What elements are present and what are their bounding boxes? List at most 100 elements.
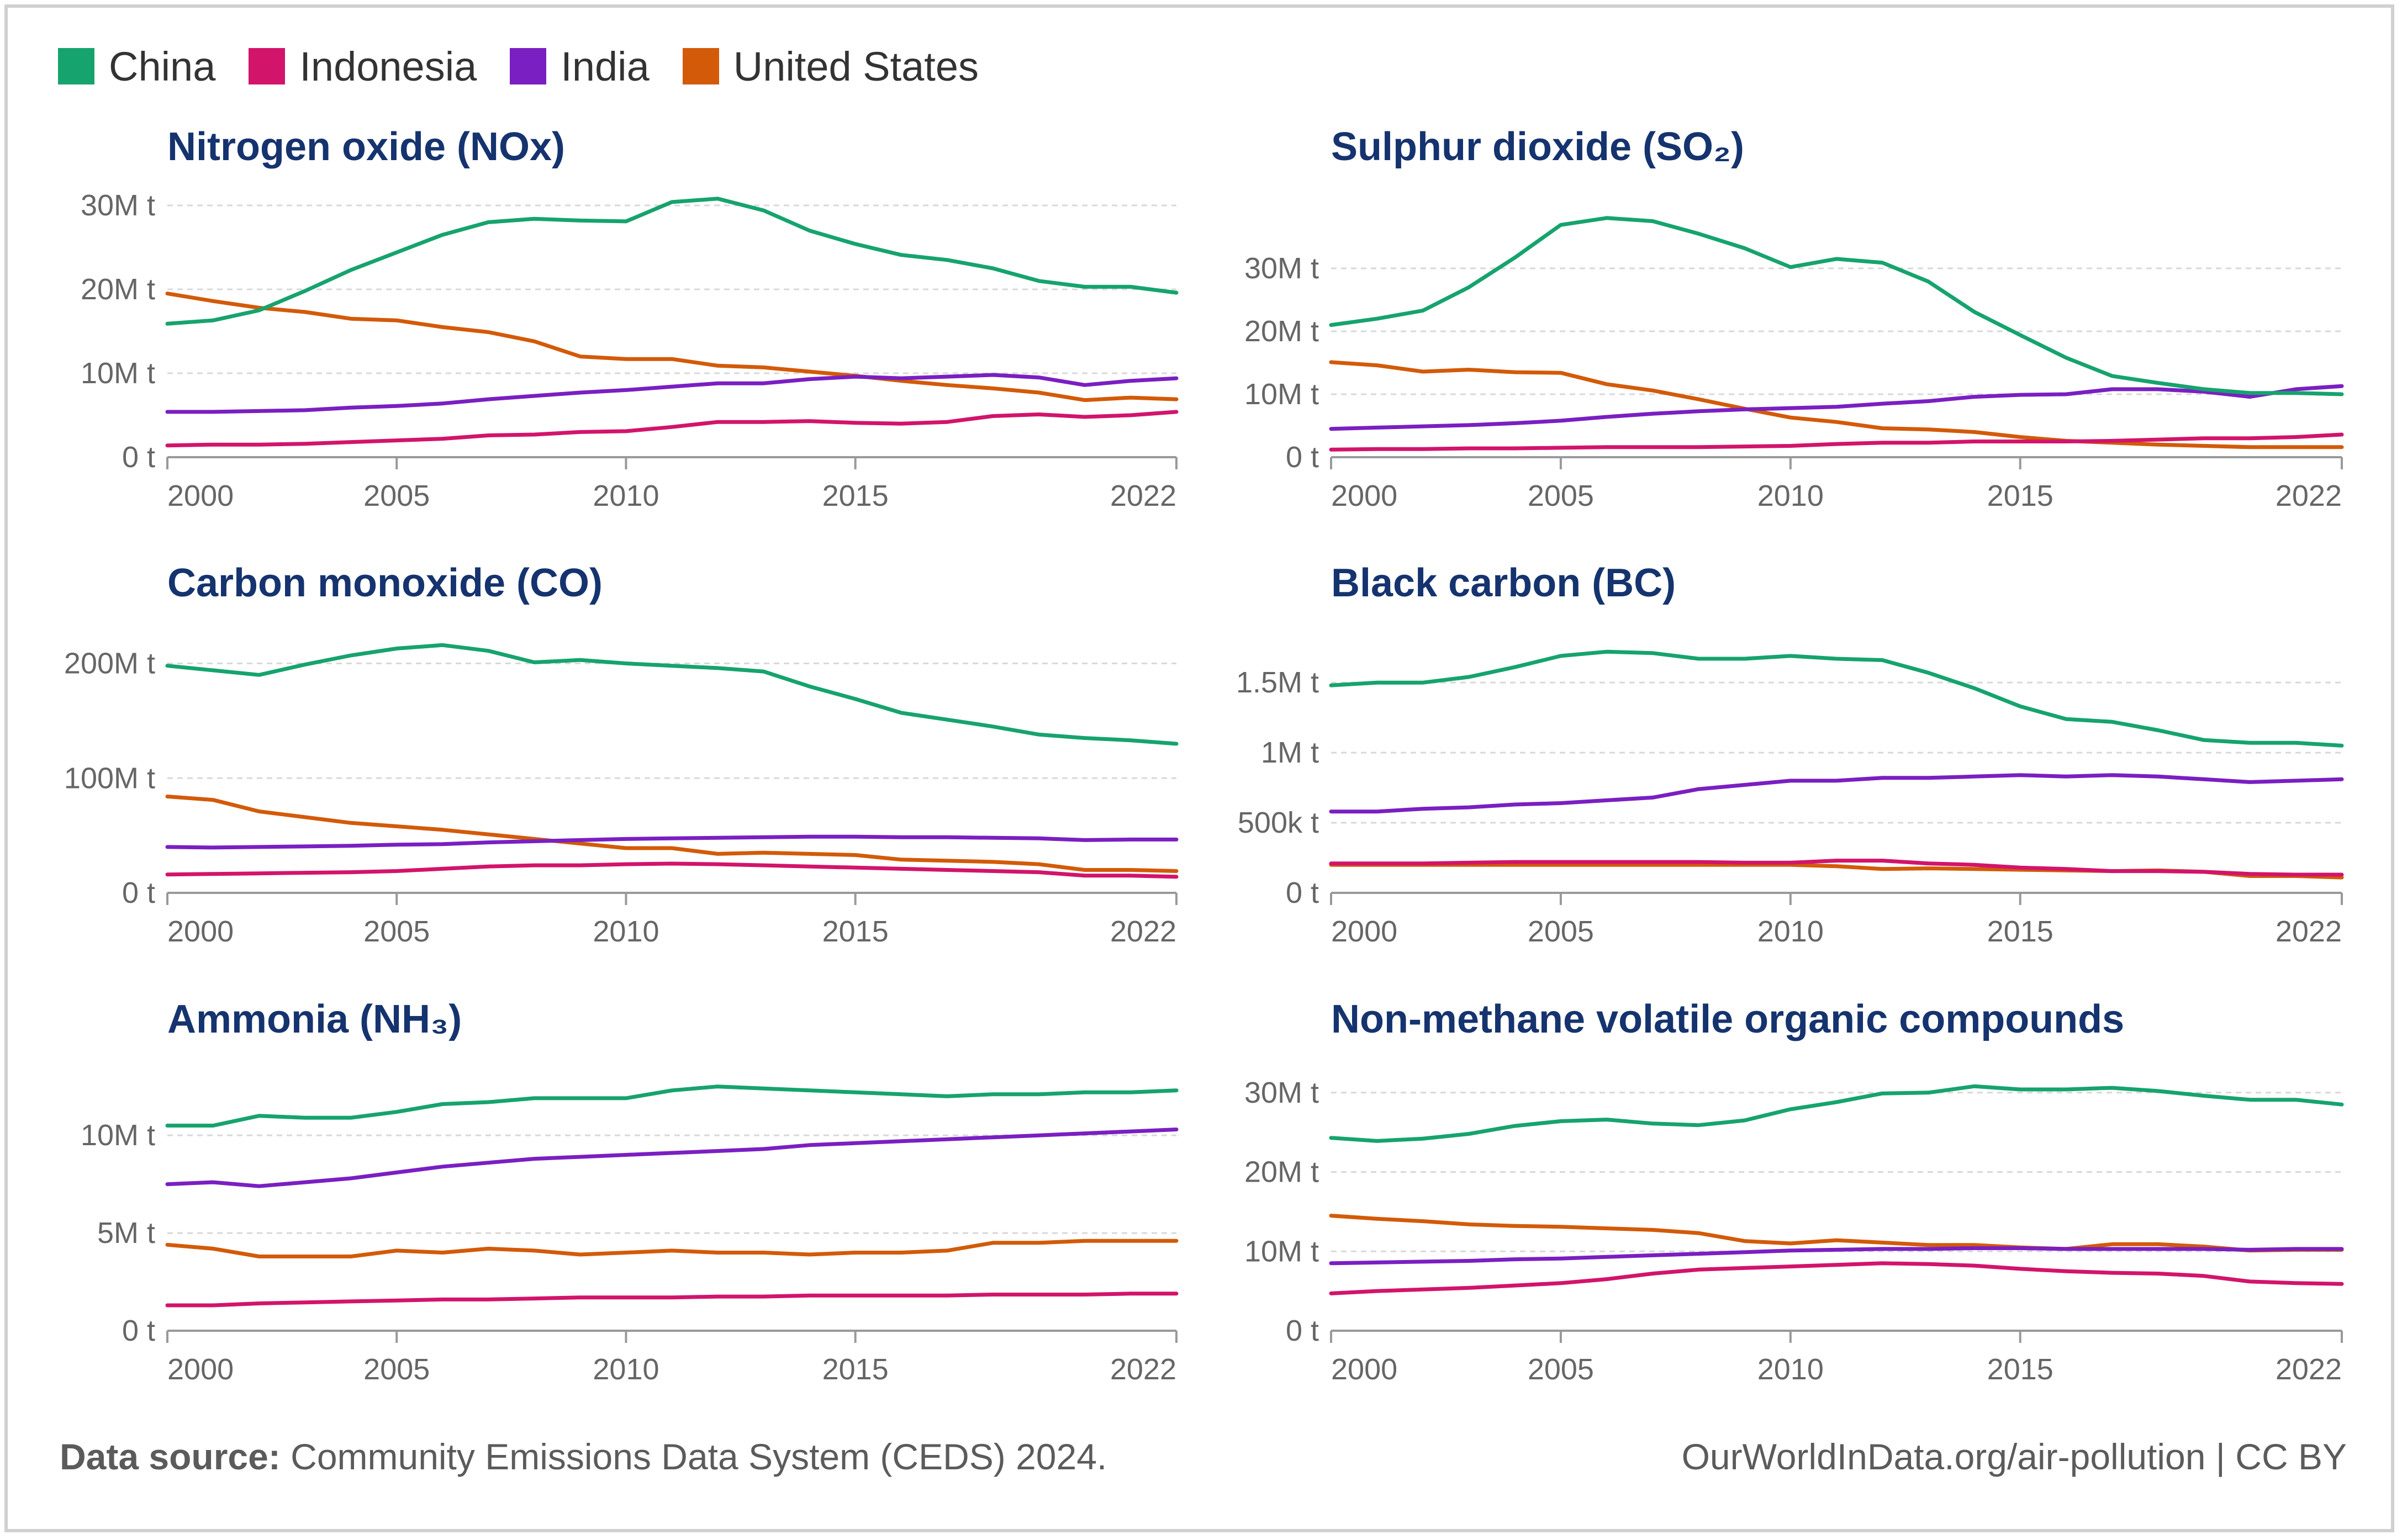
y-tick-label: 10M t xyxy=(81,1119,155,1152)
x-tick-label: 2005 xyxy=(1528,479,1594,512)
series-line-indonesia[interactable] xyxy=(1329,859,2344,877)
x-tick-label: 2005 xyxy=(1528,915,1594,948)
legend-label: India xyxy=(561,43,650,89)
x-tick-label: 2005 xyxy=(363,1353,430,1386)
series-line-indonesia[interactable] xyxy=(165,861,1179,879)
chart-frame xyxy=(4,4,2394,1532)
legend-item-indonesia[interactable]: Indonesia xyxy=(249,43,477,90)
series-line-united-states[interactable] xyxy=(165,1239,1179,1258)
x-tick-label: 2000 xyxy=(1331,1353,1397,1386)
x-tick-label: 2000 xyxy=(167,915,234,948)
data-source: Data source: Community Emissions Data Sy… xyxy=(60,1436,1107,1478)
series-line-china[interactable] xyxy=(165,197,1179,326)
legend-swatch-indonesia xyxy=(249,48,286,84)
legend-label: China xyxy=(109,43,216,89)
series-line-china[interactable] xyxy=(1329,649,2344,748)
x-tick-label: 2022 xyxy=(2276,479,2342,512)
x-tick-label: 2010 xyxy=(1757,915,1824,948)
y-tick-label: 20M t xyxy=(1244,315,1319,348)
panel-title: Black carbon (BC) xyxy=(1331,561,1676,605)
y-tick-label: 0 t xyxy=(122,1314,155,1347)
legend-swatch-china xyxy=(58,48,94,84)
x-tick-label: 2000 xyxy=(1331,479,1397,512)
x-tick-label: 2005 xyxy=(363,479,430,512)
y-tick-label: 20M t xyxy=(81,273,155,306)
x-tick-label: 2022 xyxy=(1110,479,1176,512)
series-line-indonesia[interactable] xyxy=(165,410,1179,448)
y-tick-label: 30M t xyxy=(81,189,155,222)
credit-link[interactable]: OurWorldInData.org/air-pollution | CC BY xyxy=(1681,1436,2347,1477)
y-tick-label: 0 t xyxy=(1286,441,1319,474)
x-tick-label: 2005 xyxy=(1528,1353,1594,1386)
legend-label: United States xyxy=(733,43,979,89)
series-line-india[interactable] xyxy=(1329,1246,2344,1266)
y-tick-label: 0 t xyxy=(1286,876,1319,909)
series-line-united-states[interactable] xyxy=(1329,1214,2344,1253)
x-tick-label: 2010 xyxy=(1757,479,1824,512)
data-source-label: Data source: xyxy=(60,1436,281,1477)
y-tick-label: 0 t xyxy=(122,441,155,474)
series-line-india[interactable] xyxy=(165,1128,1179,1188)
panel-carbon-monoxide-co[interactable]: Carbon monoxide (CO) 0 t 100M t 200M t 2000 2… xyxy=(64,561,1179,948)
x-tick-label: 2022 xyxy=(2276,1353,2342,1386)
series-line-united-states[interactable] xyxy=(165,795,1179,873)
x-tick-label: 2015 xyxy=(822,479,889,512)
series-line-china[interactable] xyxy=(1329,1084,2344,1143)
series-line-india[interactable] xyxy=(1329,773,2344,814)
x-tick-label: 2000 xyxy=(167,479,234,512)
y-tick-label: 5M t xyxy=(97,1216,155,1250)
legend-item-united-states[interactable]: United States xyxy=(682,43,979,90)
y-tick-label: 30M t xyxy=(1244,252,1319,285)
y-tick-label: 200M t xyxy=(64,647,155,680)
series-line-united-states[interactable] xyxy=(1329,360,2344,449)
panel-black-carbon-bc[interactable]: Black carbon (BC) 0 t 500k t 1M t 1.5M t 2000… xyxy=(1236,561,2344,948)
x-tick-label: 2000 xyxy=(1331,915,1397,948)
series-line-india[interactable] xyxy=(165,373,1179,414)
y-tick-label: 30M t xyxy=(1244,1076,1319,1109)
panel-sulphur-dioxide-so[interactable]: Sulphur dioxide (SO₂) 0 t 10M t 20M t 30M t 2… xyxy=(1244,125,2344,512)
series-line-indonesia[interactable] xyxy=(1329,1261,2344,1295)
y-tick-label: 1.5M t xyxy=(1236,666,1319,699)
x-tick-label: 2005 xyxy=(363,915,430,948)
y-tick-label: 0 t xyxy=(122,876,155,909)
x-tick-label: 2022 xyxy=(1110,915,1176,948)
series-line-united-states[interactable] xyxy=(165,292,1179,403)
legend-swatch-united-states xyxy=(682,48,719,84)
series-line-china[interactable] xyxy=(165,1084,1179,1128)
series-line-china[interactable] xyxy=(1329,216,2344,396)
series-line-china[interactable] xyxy=(165,643,1179,746)
panel-title: Nitrogen oxide (NOx) xyxy=(167,125,565,169)
panel-title: Non-methane volatile organic compounds xyxy=(1331,997,2124,1041)
panel-non-methane-volatile-organic-compounds[interactable]: Non-methane volatile organic compounds 0 … xyxy=(1244,997,2344,1386)
y-tick-label: 10M t xyxy=(1244,1235,1319,1268)
y-tick-label: 10M t xyxy=(1244,378,1319,411)
legend: China Indonesia India United States xyxy=(58,40,1012,93)
x-tick-label: 2015 xyxy=(1987,915,2053,948)
x-tick-label: 2015 xyxy=(1987,1353,2053,1386)
series-line-indonesia[interactable] xyxy=(165,1292,1179,1308)
data-source-text: Community Emissions Data System (CEDS) 2… xyxy=(291,1436,1107,1477)
series-line-india[interactable] xyxy=(165,834,1179,850)
x-tick-label: 2022 xyxy=(2276,915,2342,948)
panel-title: Carbon monoxide (CO) xyxy=(167,561,603,605)
panel-nitrogen-oxide-nox[interactable]: Nitrogen oxide (NOx) 0 t 10M t 20M t 30M t 20… xyxy=(81,125,1179,512)
legend-swatch-india xyxy=(510,48,547,84)
x-tick-label: 2010 xyxy=(593,915,659,948)
legend-item-china[interactable]: China xyxy=(58,43,215,90)
series-line-india[interactable] xyxy=(1329,384,2344,431)
legend-item-india[interactable]: India xyxy=(510,43,650,90)
x-tick-label: 2015 xyxy=(822,915,889,948)
x-tick-label: 2010 xyxy=(1757,1353,1824,1386)
series-line-indonesia[interactable] xyxy=(1329,432,2344,452)
y-tick-label: 20M t xyxy=(1244,1156,1319,1189)
x-tick-label: 2000 xyxy=(167,1353,234,1386)
y-tick-label: 1M t xyxy=(1261,736,1319,769)
y-tick-label: 100M t xyxy=(64,761,155,795)
x-tick-label: 2022 xyxy=(1110,1353,1176,1386)
panel-ammonia-nh[interactable]: Ammonia (NH₃) 0 t 5M t 10M t 2000 2005 2010 201… xyxy=(81,997,1179,1386)
x-tick-label: 2015 xyxy=(1987,479,2053,512)
y-tick-label: 10M t xyxy=(81,357,155,390)
y-tick-label: 500k t xyxy=(1238,806,1319,839)
x-tick-label: 2015 xyxy=(822,1353,889,1386)
